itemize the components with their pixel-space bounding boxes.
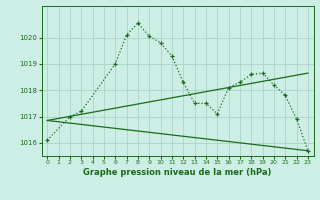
X-axis label: Graphe pression niveau de la mer (hPa): Graphe pression niveau de la mer (hPa) <box>84 168 272 177</box>
